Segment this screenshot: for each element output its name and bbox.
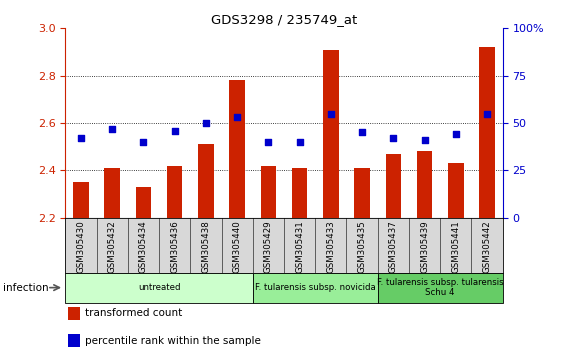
Text: GSM305442: GSM305442 xyxy=(483,221,491,273)
Text: infection: infection xyxy=(3,282,48,293)
Title: GDS3298 / 235749_at: GDS3298 / 235749_at xyxy=(211,13,357,26)
Bar xyxy=(386,154,401,218)
Bar xyxy=(73,182,89,218)
Point xyxy=(483,111,492,116)
Bar xyxy=(417,152,432,218)
Text: untreated: untreated xyxy=(138,283,180,292)
Point xyxy=(233,114,242,120)
Bar xyxy=(378,273,503,303)
Point xyxy=(170,128,179,133)
Bar xyxy=(65,273,253,303)
Point xyxy=(326,111,335,116)
Bar xyxy=(292,168,307,218)
Text: F. tularensis subsp. tularensis
Schu 4: F. tularensis subsp. tularensis Schu 4 xyxy=(377,278,503,297)
Bar xyxy=(479,47,495,218)
Bar xyxy=(323,50,339,218)
Text: GSM305437: GSM305437 xyxy=(389,221,398,273)
Text: GSM305441: GSM305441 xyxy=(452,221,460,273)
Point xyxy=(389,135,398,141)
Point xyxy=(139,139,148,145)
Point xyxy=(420,137,429,143)
Point xyxy=(451,132,460,137)
Point xyxy=(108,126,117,132)
Text: F. tularensis subsp. novicida: F. tularensis subsp. novicida xyxy=(255,283,375,292)
Text: GSM305431: GSM305431 xyxy=(295,221,304,273)
Text: percentile rank within the sample: percentile rank within the sample xyxy=(85,336,261,346)
Text: GSM305434: GSM305434 xyxy=(139,221,148,273)
Text: GSM305436: GSM305436 xyxy=(170,221,179,273)
Point xyxy=(264,139,273,145)
Text: GSM305430: GSM305430 xyxy=(77,221,85,273)
Text: transformed count: transformed count xyxy=(85,308,182,319)
Bar xyxy=(136,187,151,218)
Text: GSM305439: GSM305439 xyxy=(420,221,429,273)
Bar xyxy=(261,166,276,218)
Bar xyxy=(68,335,80,347)
Bar xyxy=(354,168,370,218)
Point xyxy=(76,135,86,141)
Bar xyxy=(198,144,214,218)
Bar xyxy=(105,168,120,218)
Text: GSM305438: GSM305438 xyxy=(202,221,210,273)
Point xyxy=(358,130,367,135)
Bar xyxy=(68,307,80,320)
Bar xyxy=(167,166,182,218)
Bar xyxy=(448,163,463,218)
Text: GSM305429: GSM305429 xyxy=(264,221,273,273)
Bar xyxy=(253,273,378,303)
Text: GSM305432: GSM305432 xyxy=(108,221,116,273)
Point xyxy=(202,120,211,126)
Bar xyxy=(229,80,245,218)
Point xyxy=(295,139,304,145)
Text: GSM305435: GSM305435 xyxy=(358,221,366,273)
Text: GSM305433: GSM305433 xyxy=(327,221,335,273)
Text: GSM305440: GSM305440 xyxy=(233,221,241,273)
